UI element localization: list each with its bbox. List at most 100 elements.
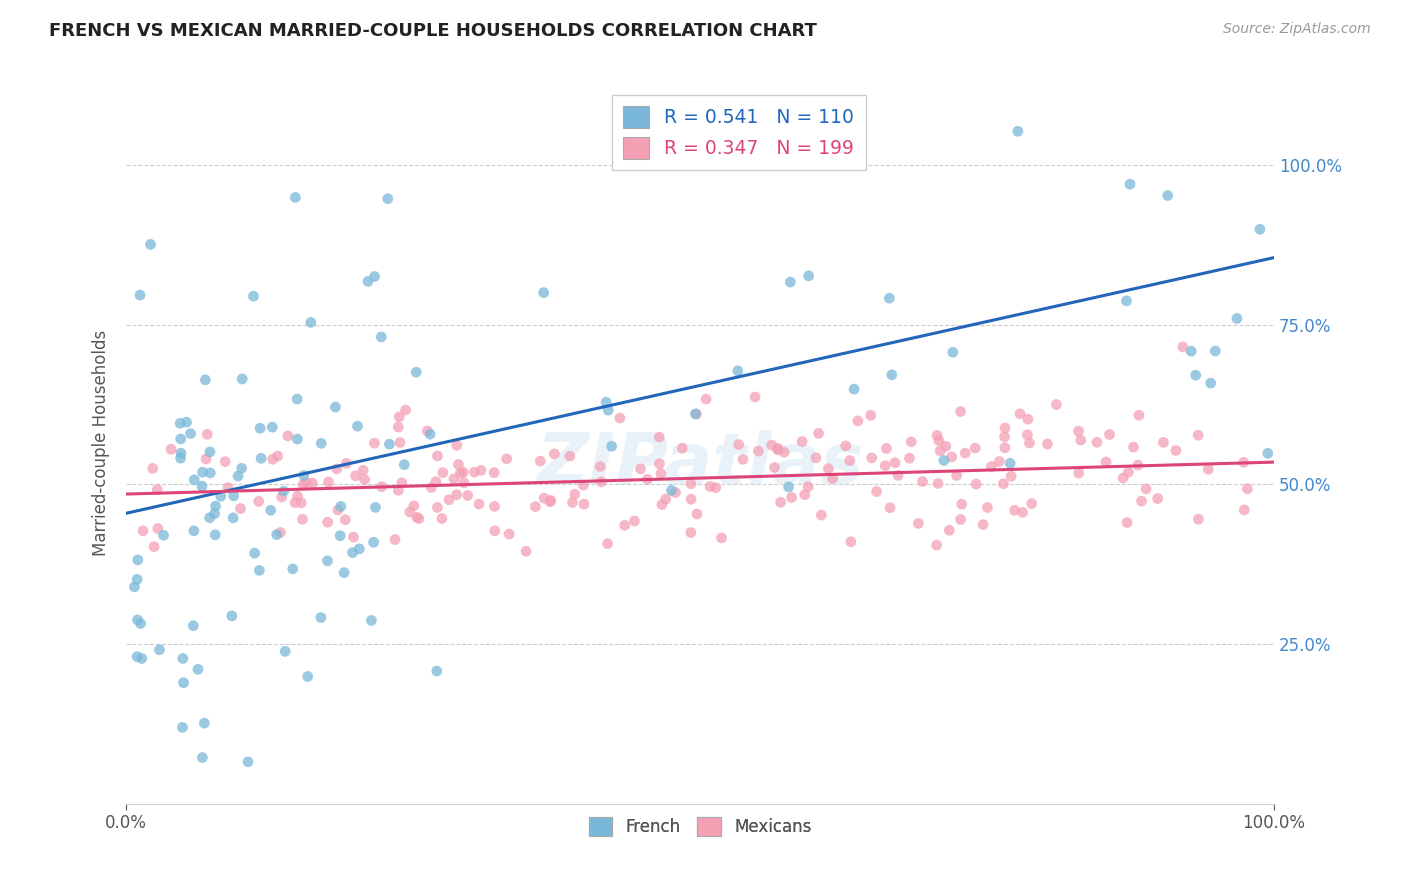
Point <box>231 461 253 475</box>
Point <box>1017 427 1039 442</box>
Point <box>266 449 288 463</box>
Point <box>1233 503 1256 517</box>
Point <box>558 449 581 463</box>
Point <box>139 237 162 252</box>
Point <box>1095 455 1118 469</box>
Point <box>127 613 149 627</box>
Point <box>1197 462 1219 476</box>
Point <box>316 515 339 529</box>
Point <box>884 456 907 470</box>
Point <box>600 439 623 453</box>
Point <box>671 441 693 455</box>
Point <box>371 480 394 494</box>
Point <box>1187 512 1209 526</box>
Point <box>200 466 222 480</box>
Point <box>301 476 323 491</box>
Point <box>226 469 249 483</box>
Point <box>1118 465 1140 479</box>
Point <box>1187 428 1209 442</box>
Point <box>1164 443 1187 458</box>
Point <box>231 372 253 386</box>
Point <box>388 435 411 450</box>
Point <box>443 472 465 486</box>
Point <box>384 533 406 547</box>
Point <box>420 481 443 495</box>
Point <box>1036 437 1059 451</box>
Point <box>778 480 800 494</box>
Point <box>214 454 236 468</box>
Point <box>524 500 547 514</box>
Point <box>907 516 929 531</box>
Point <box>1152 435 1174 450</box>
Point <box>277 429 299 443</box>
Point <box>817 461 839 475</box>
Point <box>204 507 226 521</box>
Point <box>217 481 239 495</box>
Point <box>648 457 671 471</box>
Point <box>949 404 972 418</box>
Point <box>402 499 425 513</box>
Point <box>260 503 283 517</box>
Point <box>1021 497 1043 511</box>
Point <box>432 466 454 480</box>
Point <box>763 460 786 475</box>
Point <box>1007 124 1029 138</box>
Point <box>821 471 844 485</box>
Point <box>221 608 243 623</box>
Point <box>965 441 987 455</box>
Point <box>426 664 449 678</box>
Point <box>326 462 349 476</box>
Point <box>994 421 1017 435</box>
Point <box>664 485 686 500</box>
Point <box>129 288 152 302</box>
Point <box>249 421 271 435</box>
Point <box>766 442 789 456</box>
Point <box>318 475 340 489</box>
Point <box>1233 455 1256 469</box>
Point <box>935 439 957 453</box>
Point <box>928 434 950 448</box>
Point <box>297 669 319 683</box>
Point <box>941 450 963 464</box>
Point <box>146 522 169 536</box>
Point <box>949 512 972 526</box>
Point <box>591 475 613 489</box>
Point <box>353 473 375 487</box>
Point <box>938 524 960 538</box>
Point <box>284 190 307 204</box>
Point <box>988 454 1011 468</box>
Point <box>176 415 198 429</box>
Point <box>333 566 356 580</box>
Point <box>1249 222 1271 236</box>
Point <box>1199 376 1222 391</box>
Point <box>747 444 769 458</box>
Point <box>596 536 619 550</box>
Point <box>198 445 221 459</box>
Point <box>160 442 183 457</box>
Point <box>529 454 551 468</box>
Point <box>349 541 371 556</box>
Point <box>309 436 332 450</box>
Point <box>1070 433 1092 447</box>
Point <box>661 483 683 498</box>
Point <box>655 491 678 506</box>
Point <box>131 651 153 665</box>
Point <box>1204 344 1226 359</box>
Point <box>630 462 652 476</box>
Point <box>453 475 475 490</box>
Point <box>976 500 998 515</box>
Point <box>408 511 430 525</box>
Point <box>364 500 387 515</box>
Point <box>437 492 460 507</box>
Point <box>1184 368 1206 383</box>
Point <box>266 527 288 541</box>
Point <box>797 480 820 494</box>
Point <box>880 368 903 382</box>
Point <box>378 437 401 451</box>
Point <box>945 468 967 483</box>
Point <box>198 510 221 524</box>
Point <box>148 642 170 657</box>
Point <box>860 450 883 465</box>
Point <box>287 489 309 503</box>
Point <box>838 453 860 467</box>
